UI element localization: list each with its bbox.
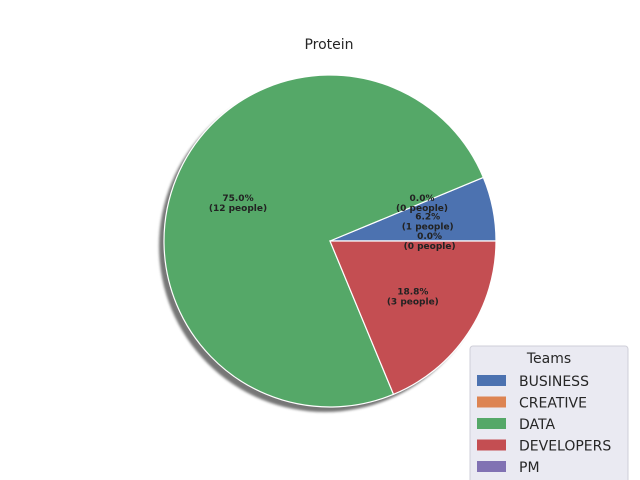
legend-frame bbox=[469, 345, 629, 480]
legend-label: CREATIVE bbox=[519, 396, 587, 412]
legend-label: BUSINESS bbox=[519, 374, 589, 390]
legend-swatch bbox=[477, 418, 506, 429]
slice-developers bbox=[329, 240, 497, 396]
label-creative: 0.0% (0 people) bbox=[396, 194, 448, 214]
legend-swatch bbox=[477, 375, 506, 386]
label-pm: 0.0% (0 people) bbox=[404, 232, 456, 252]
legend-item-developers: DEVELOPERS bbox=[477, 439, 611, 455]
legend-label: DEVELOPERS bbox=[519, 439, 611, 455]
legend-item-data: DATA bbox=[477, 417, 555, 433]
chart-title: Protein bbox=[304, 37, 353, 53]
legend-swatch bbox=[477, 461, 506, 472]
pie-slices bbox=[163, 74, 497, 408]
legend-items: BUSINESS CREATIVE DATA DEVELOPERS PM bbox=[477, 374, 611, 476]
pie-labels: 6.2% (1 people)0.0% (0 people) 75.0% (12 peo… bbox=[209, 194, 456, 307]
legend-swatch bbox=[477, 396, 506, 408]
label-developers: 18.8% (3 people) bbox=[387, 287, 439, 307]
legend-item-creative: CREATIVE bbox=[477, 396, 587, 412]
label-data: 75.0% (12 people) bbox=[209, 194, 267, 214]
legend-item-business: BUSINESS bbox=[477, 374, 589, 390]
slice-data bbox=[163, 74, 485, 408]
legend-title: Teams bbox=[526, 351, 571, 367]
legend-swatch bbox=[477, 439, 506, 451]
label-business: 6.2% (1 people) bbox=[402, 213, 454, 233]
legend-item-pm: PM bbox=[477, 460, 540, 476]
legend: Teams BUSINESS CREATIVE DATA DEVELOPERS PM bbox=[469, 345, 629, 480]
legend-label: PM bbox=[519, 460, 540, 476]
legend-label: DATA bbox=[519, 417, 555, 433]
